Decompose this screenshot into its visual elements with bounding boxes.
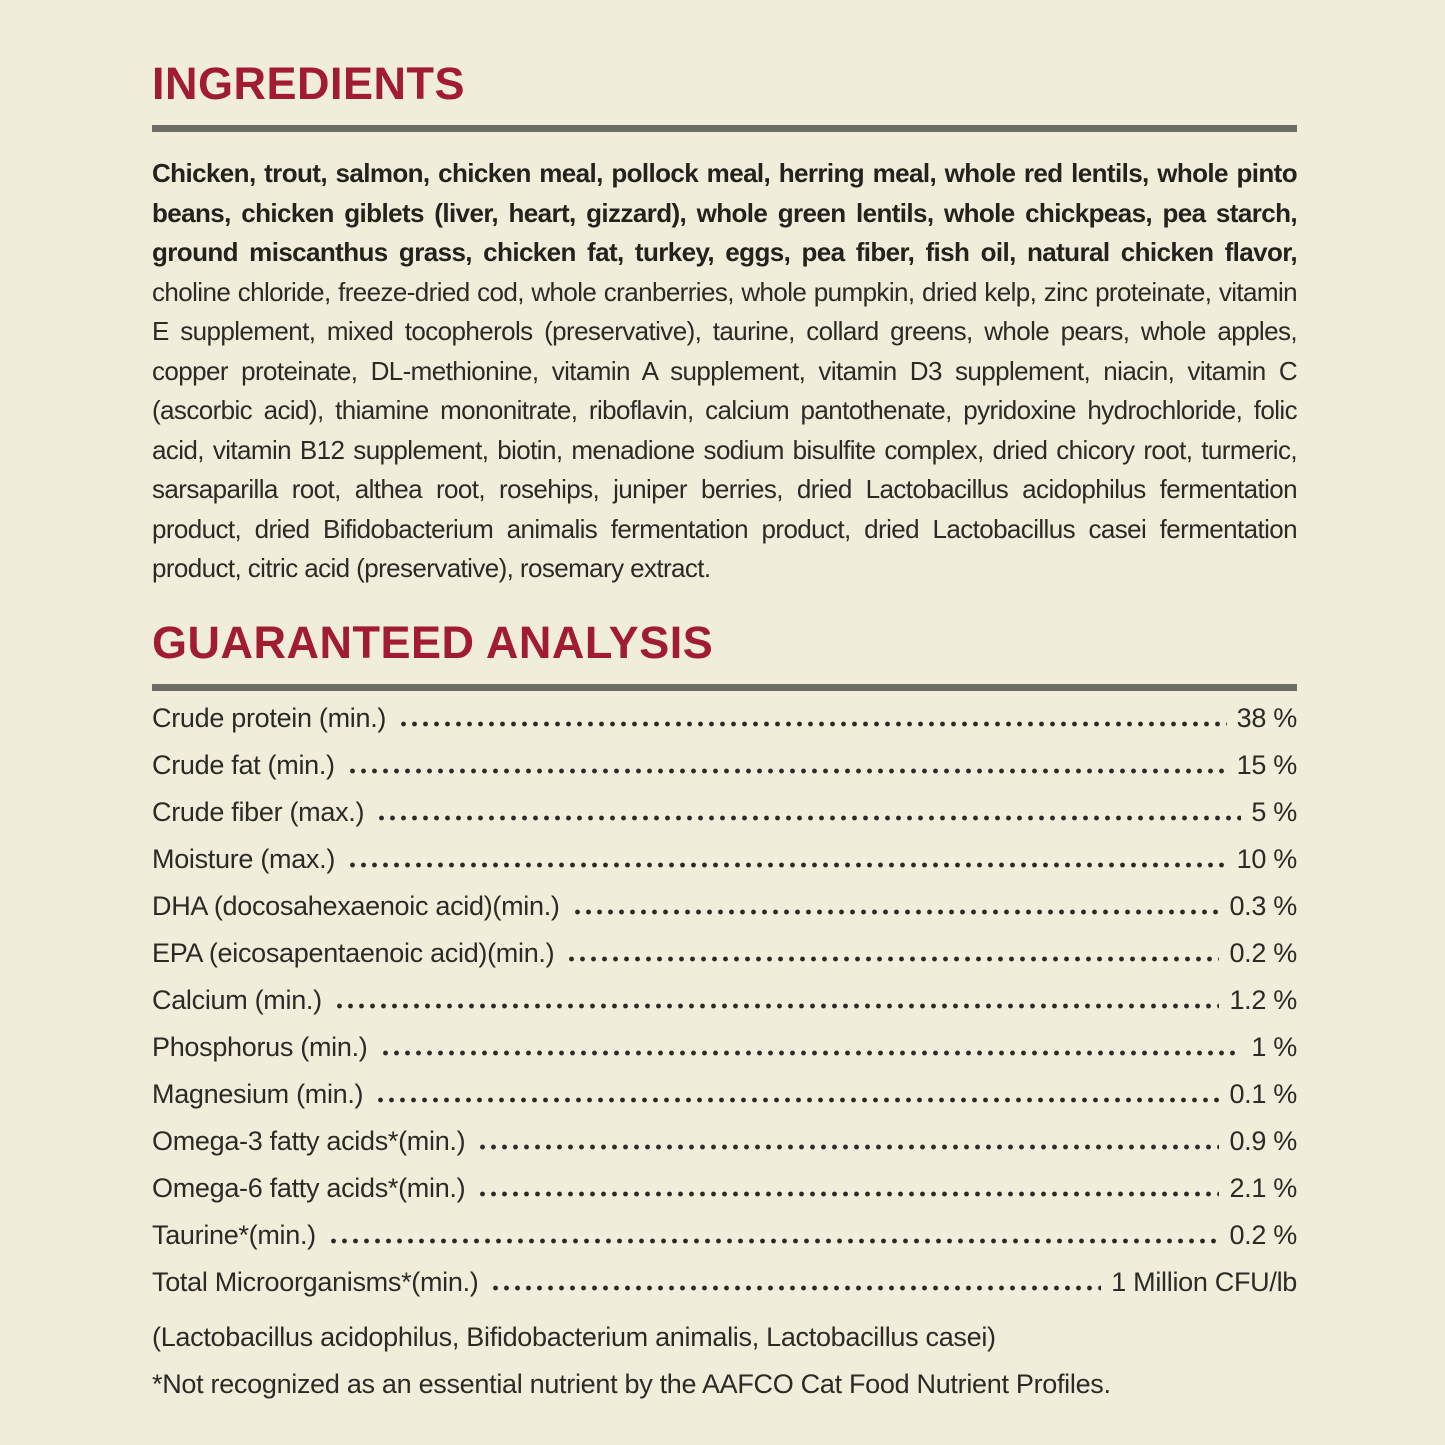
analysis-row-label: Omega-6 fatty acids*(min.) (152, 1172, 466, 1203)
dot-leader (379, 1049, 1242, 1056)
analysis-row: DHA (docosahexaenoic acid)(min.) 0.3 % (152, 891, 1297, 938)
guaranteed-analysis-divider (152, 683, 1297, 691)
dot-leader (375, 1096, 1220, 1103)
dot-leader (327, 1237, 1220, 1244)
dot-leader (477, 1190, 1220, 1197)
analysis-row-value: 1 Million CFU/lb (1111, 1266, 1297, 1297)
analysis-row: Omega-3 fatty acids*(min.) 0.9 % (152, 1126, 1297, 1173)
analysis-row: Calcium (min.) 1.2 % (152, 985, 1297, 1032)
analysis-row: EPA (eicosapentaenoic acid)(min.) 0.2 % (152, 938, 1297, 985)
analysis-row-label: Phosphorus (min.) (152, 1031, 368, 1062)
dot-leader (346, 767, 1227, 774)
analysis-row-label: Crude fat (min.) (152, 749, 335, 780)
aafco-footnote: *Not recognized as an essential nutrient… (152, 1368, 1111, 1399)
ingredients-heading: INGREDIENTS (152, 58, 466, 109)
analysis-row-label: EPA (eicosapentaenoic acid)(min.) (152, 937, 555, 968)
analysis-row-label: Crude fiber (max.) (152, 796, 365, 827)
analysis-row-label: Taurine*(min.) (152, 1219, 316, 1250)
analysis-row-value: 0.3 % (1229, 890, 1297, 921)
analysis-row: Crude fiber (max.) 5 % (152, 797, 1297, 844)
analysis-row-value: 0.2 % (1229, 1219, 1297, 1250)
dot-leader (347, 861, 1227, 868)
analysis-row-value: 1 % (1251, 1031, 1297, 1062)
analysis-row-label: DHA (docosahexaenoic acid)(min.) (152, 890, 560, 921)
analysis-row-value: 0.1 % (1229, 1078, 1297, 1109)
ingredients-paragraph: Chicken, trout, salmon, chicken meal, po… (152, 154, 1298, 589)
dot-leader (490, 1284, 1102, 1291)
analysis-row-value: 2.1 % (1229, 1172, 1297, 1203)
guaranteed-analysis-table: Crude protein (min.) 38 % Crude fat (min… (152, 703, 1297, 1314)
analysis-row: Total Microorganisms*(min.) 1 Million CF… (152, 1267, 1297, 1314)
analysis-row: Magnesium (min.) 0.1 % (152, 1079, 1297, 1126)
ingredients-primary-list: Chicken, trout, salmon, chicken meal, po… (152, 158, 1298, 267)
analysis-row-value: 38 % (1236, 702, 1298, 733)
analysis-row: Crude protein (min.) 38 % (152, 703, 1297, 750)
dot-leader (333, 1002, 1220, 1009)
analysis-row: Moisture (max.) 10 % (152, 844, 1297, 891)
dot-leader (398, 720, 1227, 727)
dot-leader (566, 955, 1220, 962)
analysis-row-label: Omega-3 fatty acids*(min.) (152, 1125, 466, 1156)
analysis-row-value: 5 % (1251, 796, 1297, 827)
analysis-row: Omega-6 fatty acids*(min.) 2.1 % (152, 1173, 1297, 1220)
analysis-row-value: 10 % (1236, 843, 1298, 874)
analysis-row: Crude fat (min.) 15 % (152, 750, 1297, 797)
ingredients-secondary-list: choline chloride, freeze-dried cod, whol… (152, 276, 1298, 584)
analysis-row-label: Crude protein (min.) (152, 702, 387, 733)
dot-leader (477, 1143, 1220, 1150)
dot-leader (571, 908, 1220, 915)
analysis-row: Phosphorus (min.) 1 % (152, 1032, 1297, 1079)
analysis-row-value: 0.9 % (1229, 1125, 1297, 1156)
analysis-row-value: 15 % (1236, 749, 1298, 780)
ingredients-divider (152, 125, 1297, 132)
analysis-row: Taurine*(min.) 0.2 % (152, 1220, 1297, 1267)
guaranteed-analysis-heading: GUARANTEED ANALYSIS (152, 616, 714, 668)
analysis-row-label: Magnesium (min.) (152, 1078, 364, 1109)
analysis-row-value: 1.2 % (1229, 984, 1297, 1015)
analysis-row-label: Calcium (min.) (152, 984, 322, 1015)
microorganisms-detail-note: (Lactobacillus acidophilus, Bifidobacter… (152, 1321, 996, 1352)
analysis-row-value: 0.2 % (1229, 937, 1297, 968)
dot-leader (376, 814, 1242, 821)
analysis-row-label: Total Microorganisms*(min.) (152, 1266, 479, 1297)
analysis-row-label: Moisture (max.) (152, 843, 336, 874)
